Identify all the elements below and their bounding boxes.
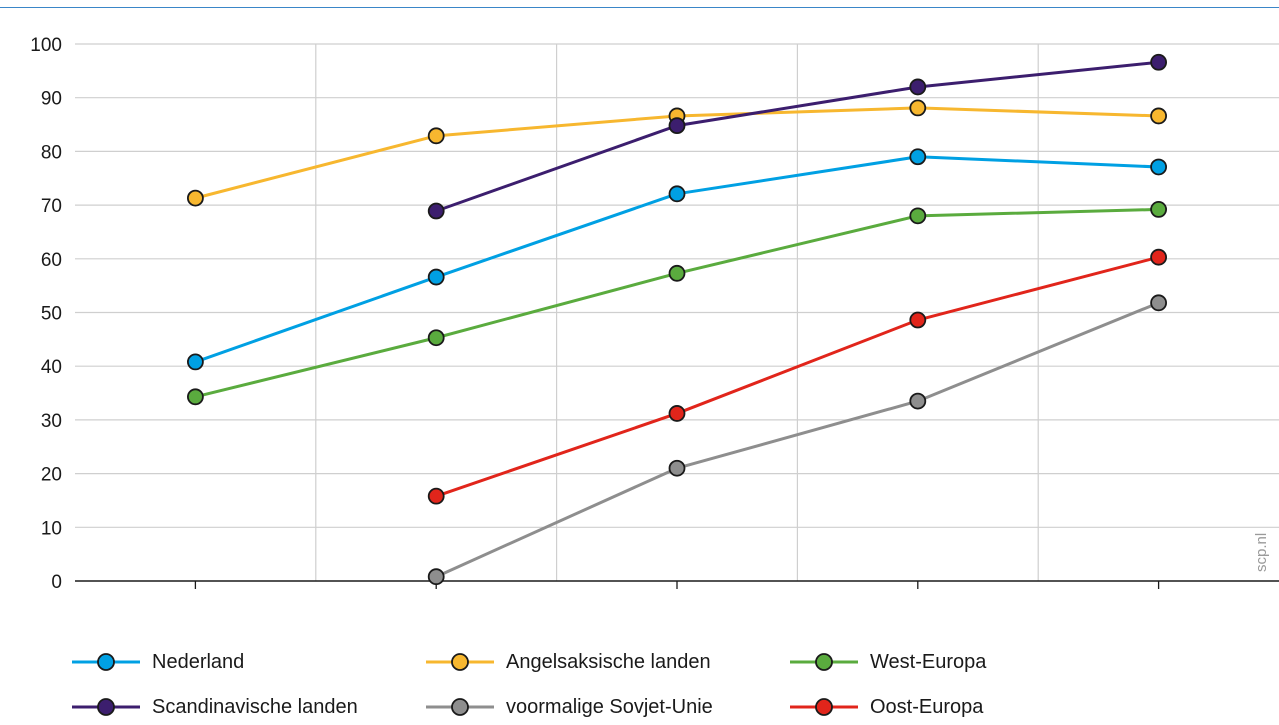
watermark: scp.nl [1253,533,1270,572]
data-point-oost-europa [1150,248,1167,266]
legend-item-oost-europa: Oost-Europa [788,689,983,725]
legend-marker-voormalige-sovjet-unie [426,698,494,716]
data-point-nederland [909,148,927,166]
x-tick-label: - [915,634,921,640]
legend-label-scandinavische-landen: Scandinavische landen [152,695,358,718]
data-point-nederland [186,353,204,371]
series-line-oost-europa [435,255,1159,498]
y-axis-ticks: 0 10 20 30 40 50 60 70 80 90 100 [30,35,62,593]
y-tick-label: 0 [51,572,62,593]
legend-item-west-europa: West-Europa [788,644,986,680]
top-rule [0,7,1279,8]
x-tick-label: - [192,634,198,640]
data-point-oost-europa [909,311,927,329]
data-point-voormalige-sovjet-unie [1150,294,1167,312]
data-point-angelsaksische-landen [1150,107,1167,125]
y-tick-label: 50 [41,304,62,325]
data-point-oost-europa [668,405,686,422]
legend-label-voormalige-sovjet-unie: voormalige Sovjet-Unie [506,695,713,718]
legend-label-angelsaksische-landen: Angelsaksische landen [506,650,711,673]
y-tick-label: 40 [41,357,62,378]
data-point-west-europa [1150,200,1167,218]
x-axis-ticks: ----- [192,581,1162,640]
y-tick-label: 60 [41,250,62,271]
data-point-scandinavische-landen [909,78,927,96]
legend-item-voormalige-sovjet-unie: voormalige Sovjet-Unie [424,689,713,725]
line-chart: 0 10 20 30 40 50 60 70 80 90 100 - - - - - scp.nl [30,35,1279,640]
legend-item-scandinavische-landen: Scandinavische landen [70,689,358,725]
data-point-west-europa [668,264,686,282]
legend-marker-west-europa [790,653,858,671]
legend-marker-nederland [72,653,140,671]
legend-label-oost-europa: Oost-Europa [870,695,984,718]
series-line-voormalige-sovjet-unie [435,301,1160,579]
y-tick-label: 10 [41,518,62,539]
data-point-scandinavische-landen [1150,53,1167,71]
y-tick-label: 100 [30,35,62,56]
data-point-scandinavische-landen [427,202,445,220]
data-point-west-europa [186,388,204,406]
y-tick-label: 90 [41,89,62,110]
legend-item-angelsaksische-landen: Angelsaksische landen [424,644,711,680]
x-tick-label: - [1155,634,1161,640]
series-line-west-europa [195,207,1159,399]
data-point-voormalige-sovjet-unie [427,568,445,586]
legend-marker-scandinavische-landen [72,698,140,716]
data-point-nederland [1150,158,1167,176]
y-tick-label: 70 [41,196,62,217]
x-tick-label: - [674,634,680,640]
grid [75,43,1279,581]
data-point-angelsaksische-landen [909,99,927,117]
legend-marker-angelsaksische-landen [426,653,494,671]
series-line-scandinavische-landen [435,60,1159,213]
x-tick-label: - [433,634,439,640]
data-point-angelsaksische-landen [186,189,204,207]
data-point-nederland [668,185,686,203]
data-point-nederland [427,268,445,286]
legend-label-west-europa: West-Europa [870,650,987,673]
data-point-scandinavische-landen [668,117,686,135]
data-point-voormalige-sovjet-unie [909,392,927,410]
data-point-west-europa [427,329,445,347]
data-point-oost-europa [427,487,445,505]
y-tick-label: 20 [41,465,62,486]
data-point-voormalige-sovjet-unie [668,459,686,477]
legend-item-nederland: Nederland [70,644,244,680]
data-point-angelsaksische-landen [427,127,445,145]
legend-marker-oost-europa [790,698,858,716]
legend-label-nederland: Nederland [152,650,245,673]
series-layer [186,53,1167,586]
y-tick-label: 30 [41,411,62,432]
y-tick-label: 80 [41,142,62,163]
data-point-west-europa [909,207,927,225]
